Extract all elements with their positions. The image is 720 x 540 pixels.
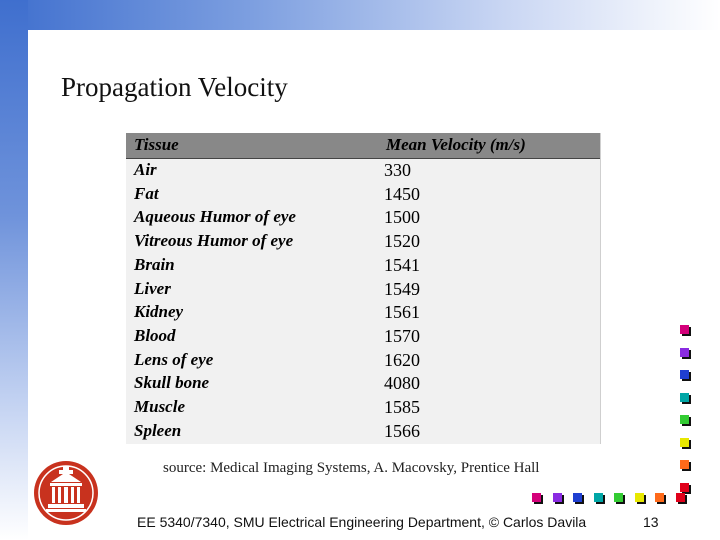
table-cell-velocity: 1549 [384,278,420,299]
table-cell-velocity: 4080 [384,373,420,394]
top-gradient-band [0,0,720,30]
table-cell-tissue: Vitreous Humor of eye [134,231,294,251]
table-cell-tissue: Skull bone [134,373,210,393]
page-number: 13 [643,514,659,530]
slide-title: Propagation Velocity [61,72,288,102]
decorative-square [655,493,664,502]
slide-footer: EE 5340/7340, SMU Electrical Engineering… [137,514,587,530]
decorative-square [593,493,603,502]
decorative-square [680,370,689,379]
table-cell-velocity: 1500 [384,207,420,228]
decorative-square [680,392,689,402]
velocity-table: Tissue Mean Velocity (m/s) Air 330 Fat 1450… [126,133,601,444]
table-cell-velocity: 1450 [384,183,420,204]
decorative-square [680,482,689,492]
decorative-square [680,460,689,469]
decorative-square [680,325,689,334]
table-cell-velocity: 1520 [384,231,420,252]
table-cell-velocity: 1585 [384,397,420,417]
decorative-square [532,493,541,502]
table-cell-tissue: Fat [134,183,159,203]
table-cell-tissue: Brain [134,254,175,274]
table-cell-tissue: Air [134,160,157,179]
decorative-square [675,493,685,502]
university-seal-icon [34,461,98,525]
table-cell-velocity: 1541 [384,254,420,275]
decorative-square [680,415,689,424]
table-header-row: Tissue Mean Velocity (m/s) [126,133,600,159]
table-cell-tissue: Liver [134,278,171,298]
decorative-square [634,493,644,502]
table-cell-velocity: 1570 [384,325,420,346]
decorative-square [614,493,623,502]
decorative-square [552,493,562,502]
table-cell-velocity: 1566 [384,420,420,441]
table-cell-velocity: 330 [384,160,411,180]
header-mean-velocity: Mean Velocity (m/s) [386,135,526,154]
table-cell-tissue: Kidney [134,302,184,322]
table-cell-tissue: Blood [134,325,176,345]
table-cell-tissue: Lens of eye [134,349,214,369]
table-cell-tissue: Muscle [134,397,185,416]
header-tissue: Tissue [134,135,179,154]
table-cell-velocity: 1620 [384,349,420,370]
table-cell-tissue: Aqueous Humor of eye [134,207,296,227]
decorative-square [573,493,582,502]
decorative-square [680,347,689,357]
left-gradient-band [0,0,28,540]
table-cell-velocity: 1561 [384,302,420,323]
table-cell-tissue: Spleen [134,420,182,440]
decorative-square [680,437,689,447]
source-citation: source: Medical Imaging Systems, A. Maco… [163,460,540,476]
